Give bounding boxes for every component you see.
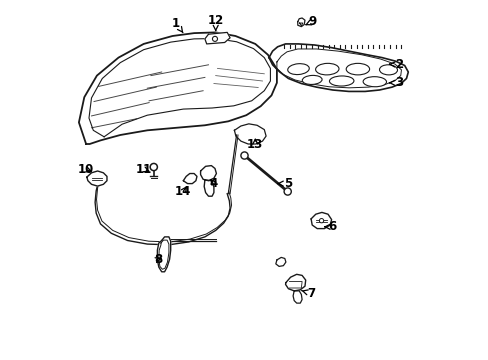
Ellipse shape [329,76,353,86]
Text: 10: 10 [77,163,93,176]
Polygon shape [79,32,276,144]
Ellipse shape [379,65,397,75]
Circle shape [284,188,291,195]
Ellipse shape [287,64,308,75]
Text: 8: 8 [154,253,163,266]
Circle shape [212,36,217,41]
Ellipse shape [315,63,338,75]
Text: 7: 7 [301,287,315,300]
Polygon shape [310,212,331,229]
Polygon shape [275,257,285,266]
Text: 9: 9 [305,15,316,28]
Polygon shape [292,291,302,303]
Polygon shape [285,274,305,291]
Text: 2: 2 [388,58,403,71]
Polygon shape [204,32,230,44]
Circle shape [241,152,247,159]
Circle shape [319,219,323,223]
Polygon shape [204,180,213,196]
Ellipse shape [363,77,386,87]
Circle shape [150,163,157,171]
Polygon shape [234,124,265,144]
Polygon shape [157,237,170,272]
Ellipse shape [302,75,322,85]
Text: 12: 12 [207,14,224,31]
Text: 6: 6 [325,220,336,233]
Text: 13: 13 [246,138,263,150]
Polygon shape [268,44,407,91]
Ellipse shape [346,63,369,75]
Text: 11: 11 [135,163,151,176]
Text: 1: 1 [172,17,183,33]
Polygon shape [183,174,197,184]
Text: 14: 14 [175,185,191,198]
Text: 3: 3 [388,76,403,89]
Polygon shape [297,18,305,27]
Polygon shape [200,166,216,181]
Text: 4: 4 [209,177,218,190]
Polygon shape [87,171,107,186]
Text: 5: 5 [277,177,291,190]
